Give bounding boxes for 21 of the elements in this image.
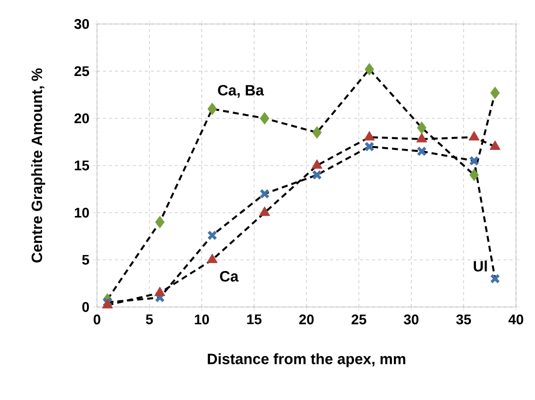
x-tick-label: 30 [404,314,418,324]
y-tick-label: 5 [82,254,90,265]
y-tick-label: 0 [82,302,89,312]
y-tick-label: 25 [74,66,90,76]
x-axis-title: Distance from the apex, mm [208,353,406,368]
series-label: Ul [474,260,487,272]
series-label: Ca, Ba [218,84,264,98]
x-tick-label: 0 [94,314,100,324]
y-tick-label: 10 [74,208,89,218]
x-tick-label: 10 [194,314,209,324]
x-tick-label: 35 [456,314,471,324]
x-tick-label: 25 [352,314,366,324]
x-tick-label: 15 [247,314,262,324]
x-tick-label: 20 [299,314,314,324]
y-tick-label: 30 [74,19,89,29]
y-tick-label: 20 [74,113,89,124]
y-tick-label: 15 [74,160,90,170]
x-tick-label: 5 [146,314,153,324]
series-label: Ca [220,271,239,282]
x-tick-label: 40 [508,314,524,324]
y-axis-title: Centre Graphite Amount, % [31,68,46,262]
